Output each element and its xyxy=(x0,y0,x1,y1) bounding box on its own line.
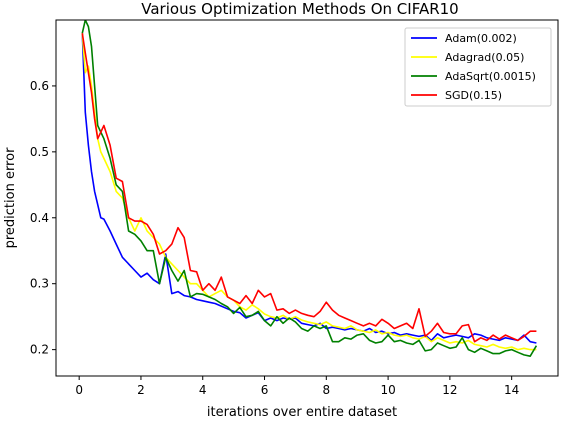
chart-title: Various Optimization Methods On CIFAR10 xyxy=(141,0,458,18)
legend-box xyxy=(404,27,552,107)
x-tick-label: 4 xyxy=(199,383,207,397)
legend-label: Adam(0.002) xyxy=(445,32,517,45)
x-tick-label: 14 xyxy=(504,383,519,397)
x-tick-label: 8 xyxy=(322,383,330,397)
y-tick-label: 0.4 xyxy=(30,211,49,225)
x-tick-label: 0 xyxy=(75,383,83,397)
series-line-1 xyxy=(81,33,537,351)
x-tick-label: 12 xyxy=(442,383,457,397)
x-axis-label: iterations over entire dataset xyxy=(207,405,397,420)
x-tick-label: 10 xyxy=(380,383,395,397)
series-line-0 xyxy=(81,33,537,344)
ticks-layer: 0 2 4 6 8 10 12 14 0.2 0.3 0.4 0.5 0.6 xyxy=(30,79,519,397)
legend-label: AdaSqrt(0.0015) xyxy=(445,70,536,83)
x-tick-label: 6 xyxy=(261,383,269,397)
series-line-3 xyxy=(81,33,537,343)
series-layer xyxy=(81,20,538,358)
x-tick-label: 2 xyxy=(137,383,145,397)
y-tick-label: 0.6 xyxy=(30,79,49,93)
legend-label: SGD(0.15) xyxy=(445,89,502,102)
legend-label: Adagrad(0.05) xyxy=(445,51,524,64)
y-tick-label: 0.5 xyxy=(30,145,49,159)
series-line-2 xyxy=(81,20,538,358)
y-tick-label: 0.3 xyxy=(30,277,49,291)
y-tick-label: 0.2 xyxy=(30,343,49,357)
legend: Adam(0.002) Adagrad(0.05) AdaSqrt(0.0015) S… xyxy=(404,27,552,107)
plot-frame xyxy=(55,19,559,377)
y-axis-label: prediction error xyxy=(3,147,18,248)
